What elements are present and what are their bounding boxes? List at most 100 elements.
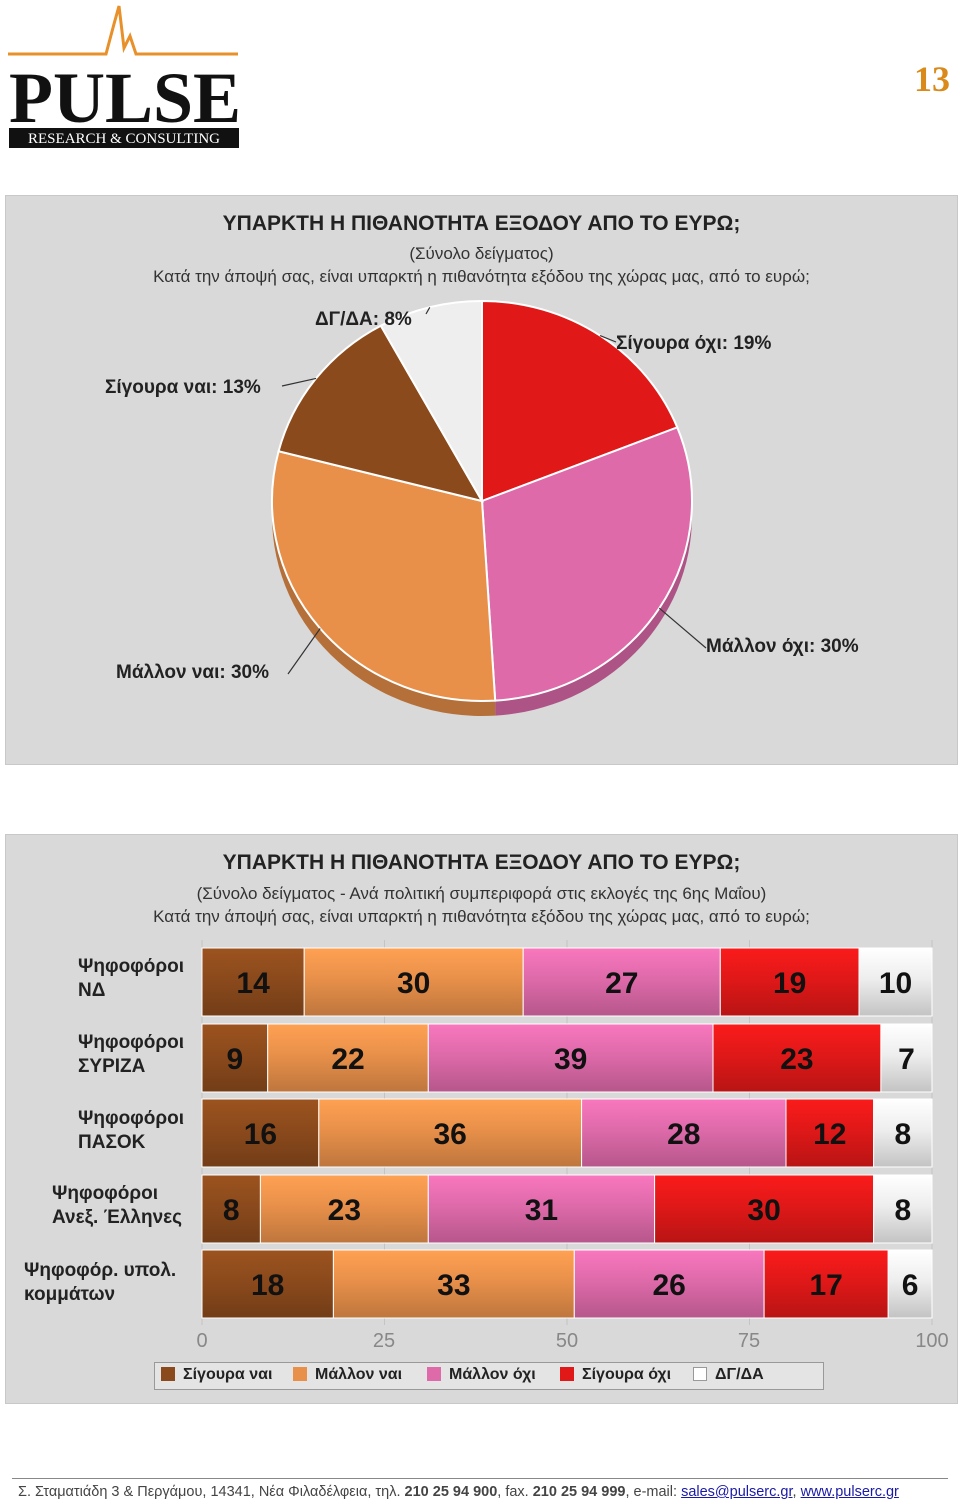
bar-segment-likely-yes	[303, 947, 524, 1017]
pie-slice-sure-yes	[277, 324, 485, 503]
logo-heartbeat-line	[8, 5, 238, 56]
pie-slice-likely-yes	[271, 450, 497, 702]
bar-segment-sure-yes	[201, 1249, 334, 1319]
axis-tick-label: 100	[915, 1330, 949, 1352]
pie-leader-line	[658, 607, 707, 649]
bar-value-label: 30	[747, 1194, 780, 1227]
row-label: Ψηφοφόρ. υπολ. κομμάτων	[24, 1260, 177, 1305]
pie-chart-question: Κατά την άποψή σας, είναι υπαρκτή η πιθα…	[153, 267, 810, 286]
pie-label-likely-yes: Μάλλον ναι: 30%	[116, 662, 270, 683]
bar-segment-likely-no	[427, 1174, 656, 1244]
bar-segment-sure-no	[719, 947, 860, 1017]
bar-value-label: 16	[244, 1118, 277, 1151]
bar-value-label: 23	[780, 1043, 813, 1076]
pulse-logo: PULSE RESEARCH & CONSULTING	[8, 5, 241, 148]
footer: Σ. Σταματιάδη 3 & Περγάμου, 14341, Νέα Φ…	[18, 1484, 899, 1500]
pie-label-dk-na: ΔΓ/ΔΑ: 8%	[315, 309, 412, 330]
bar-value-label: 8	[894, 1118, 911, 1151]
bar-segment-dk-na	[880, 1023, 933, 1093]
bar-chart: 14 30 27 19 10 9 22 39 23 7 16 36 28 12 8 8 23 31 30 8 18 33 2…	[201, 940, 933, 1325]
footer-email-label: , e-mail:	[625, 1484, 678, 1500]
legend-swatch	[427, 1367, 441, 1381]
pie-slice-sure-no	[481, 299, 679, 503]
bar-value-label: 22	[331, 1043, 364, 1076]
pie-label-sure-yes: Σίγουρα ναι: 13%	[105, 377, 261, 398]
bar-value-label: 23	[328, 1194, 361, 1227]
bar-segment-dk-na	[873, 1174, 933, 1244]
legend-item-dk-na: ΔΓ/ΔΑ	[693, 1366, 764, 1384]
bar-chart-question: Κατά την άποψή σας, είναι υπαρκτή η πιθα…	[153, 907, 810, 926]
bar-value-label: 19	[773, 967, 806, 1000]
pie-chart-subtitle: (Σύνολο δείγματος)	[409, 244, 554, 263]
bar-segment-sure-no	[785, 1098, 875, 1168]
axis-tick-label: 25	[372, 1330, 396, 1352]
pie-leader-line	[287, 628, 321, 675]
bar-chart-subtitle: (Σύνολο δείγματος - Ανά πολιτική συμπερι…	[196, 884, 767, 903]
bar-segment-sure-yes	[201, 947, 305, 1017]
axis-tick-label: 75	[737, 1330, 761, 1352]
row-label: Ψηφοφόροι Ανεξ. Έλληνες	[52, 1183, 183, 1228]
bar-chart-title: ΥΠΑΡΚΤΗ Η ΠΙΘΑΝΟΤΗΤΑ ΕΞΟΔΟΥ ΑΠΟ ΤΟ ΕΥΡΩ;	[222, 851, 741, 874]
bar-segment-dk-na	[873, 1098, 933, 1168]
pie-chart	[271, 299, 707, 716]
footer-website-link[interactable]: www.pulserc.gr	[800, 1484, 899, 1500]
bar-segment-sure-yes	[201, 1174, 261, 1244]
footer-phone: 210 25 94 900	[404, 1484, 498, 1500]
legend-swatch	[293, 1367, 307, 1381]
legend-item-sure-yes: Σίγουρα ναι	[161, 1366, 272, 1384]
footer-fax-label: , fax.	[497, 1484, 529, 1500]
bar-segment-likely-no	[522, 947, 721, 1017]
bar-value-label: 17	[809, 1269, 842, 1302]
pie-chart-title: ΥΠΑΡΚΤΗ Η ΠΙΘΑΝΟΤΗΤΑ ΕΞΟΔΟΥ ΑΠΟ ΤΟ ΕΥΡΩ;	[222, 212, 741, 235]
page-number: 13	[914, 59, 950, 99]
bar-segment-likely-yes	[318, 1098, 583, 1168]
bar-segment-likely-no	[427, 1023, 714, 1093]
axis-tick-label: 50	[555, 1330, 579, 1352]
legend-swatch	[161, 1367, 175, 1381]
pie-slice-likely-no	[480, 426, 693, 702]
bar-segment-sure-no	[763, 1249, 889, 1319]
bar-value-label: 9	[227, 1043, 244, 1076]
logo-tagline: RESEARCH & CONSULTING	[28, 131, 220, 147]
bar-segment-likely-no	[573, 1249, 765, 1319]
row-label: Ψηφοφόροι ΠΑΣΟΚ	[78, 1108, 185, 1153]
bar-segment-sure-yes	[201, 1098, 320, 1168]
bar-value-label: 39	[554, 1043, 587, 1076]
bar-value-label: 8	[223, 1194, 240, 1227]
logo-wordmark: PULSE	[9, 58, 241, 138]
bar-value-label: 12	[813, 1118, 846, 1151]
bar-value-label: 30	[397, 967, 430, 1000]
bar-value-label: 31	[525, 1194, 558, 1227]
legend-item-likely-yes: Μάλλον ναι	[293, 1366, 402, 1384]
legend-item-likely-no: Μάλλον όχι	[427, 1366, 536, 1384]
legend-item-sure-no: Σίγουρα όχι	[560, 1366, 671, 1384]
bar-value-label: 6	[902, 1269, 919, 1302]
axis-tick-label: 0	[196, 1330, 208, 1352]
bar-segment-dk-na	[887, 1249, 933, 1319]
bar-segment-likely-yes	[259, 1174, 429, 1244]
bar-value-label: 10	[879, 967, 912, 1000]
bar-segment-likely-no	[581, 1098, 787, 1168]
row-label: Ψηφοφόροι ΣΥΡΙΖΑ	[78, 1032, 185, 1077]
logo-tagline-bar	[9, 128, 239, 148]
bar-segment-likely-yes	[332, 1249, 575, 1319]
footer-email-link[interactable]: sales@pulserc.gr	[681, 1484, 793, 1500]
legend-swatch	[693, 1367, 707, 1381]
bar-value-label: 7	[898, 1043, 915, 1076]
bar-segment-dk-na	[858, 947, 933, 1017]
bar-value-label: 36	[434, 1118, 467, 1151]
row-label: Ψηφοφόροι ΝΔ	[78, 956, 185, 1001]
pie-slice-likely-no-side	[495, 501, 692, 716]
bar-segment-sure-yes	[201, 1023, 269, 1093]
bar-segment-sure-no	[654, 1174, 875, 1244]
chart-legend: Σίγουρα ναι Μάλλον ναι Μάλλον όχι Σίγουρ…	[154, 1362, 824, 1390]
bar-value-label: 28	[667, 1118, 700, 1151]
bar-segment-likely-yes	[267, 1023, 429, 1093]
bar-value-label: 18	[251, 1269, 284, 1302]
bar-segment-sure-no	[712, 1023, 882, 1093]
bar-value-label: 14	[236, 967, 270, 1000]
bar-value-label: 26	[653, 1269, 686, 1302]
legend-swatch	[560, 1367, 574, 1381]
pie-leader-line	[281, 377, 317, 387]
pie-chart-panel: ΥΠΑΡΚΤΗ Η ΠΙΘΑΝΟΤΗΤΑ ΕΞΟΔΟΥ ΑΠΟ ΤΟ ΕΥΡΩ;…	[5, 195, 958, 765]
